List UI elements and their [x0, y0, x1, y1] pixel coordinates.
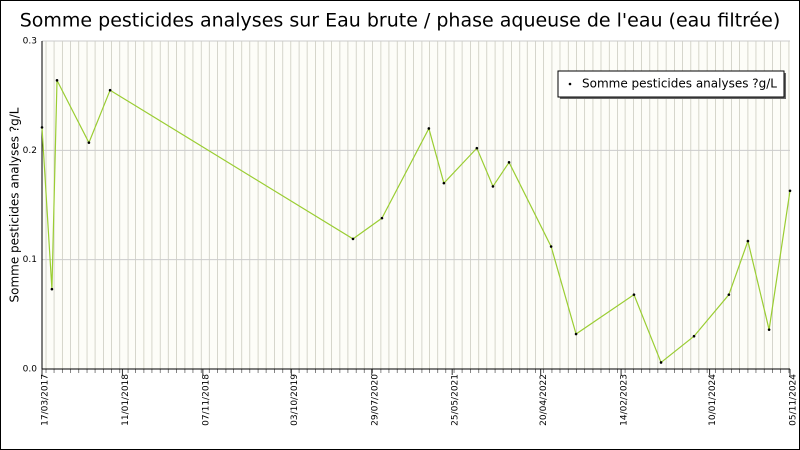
data-point — [692, 334, 696, 338]
x-tick-label: 11/01/2018 — [121, 374, 131, 426]
data-point — [767, 328, 771, 331]
data-point — [427, 127, 431, 130]
y-tick-label: 0.2 — [23, 146, 37, 156]
data-point — [108, 88, 112, 92]
x-tick-label: 17/03/2017 — [41, 374, 51, 426]
x-tick-label: 25/05/2021 — [451, 374, 461, 426]
data-point — [87, 141, 91, 144]
y-tick-label: 0.3 — [23, 37, 37, 47]
x-tick-label: 14/02/2023 — [620, 374, 630, 426]
x-tick-label: 10/01/2024 — [708, 374, 718, 426]
x-tick-label: 05/11/2024 — [789, 374, 799, 426]
data-point — [40, 126, 44, 129]
y-tick-label: 0.0 — [23, 365, 38, 375]
data-point — [491, 185, 495, 188]
y-tick-label: 0.1 — [23, 255, 37, 265]
data-point — [549, 245, 553, 248]
data-point — [574, 332, 578, 336]
legend-label: Somme pesticides analyses ?g/L — [582, 77, 777, 91]
data-point — [442, 181, 446, 185]
data-point — [632, 293, 636, 296]
x-tick-label: 03/10/2019 — [290, 374, 300, 426]
chart-title: Somme pesticides analyses sur Eau brute … — [20, 10, 781, 32]
data-point — [507, 161, 511, 164]
x-tick-label: 29/07/2020 — [370, 374, 380, 426]
data-point — [475, 146, 479, 150]
data-point — [788, 189, 792, 193]
data-point — [50, 287, 54, 291]
data-point — [727, 293, 731, 296]
data-point — [55, 79, 59, 82]
data-point — [746, 239, 750, 243]
legend-box — [557, 70, 785, 98]
x-tick-label: 07/11/2018 — [201, 374, 211, 426]
data-point — [380, 216, 384, 220]
x-tick-label: 20/04/2022 — [539, 374, 549, 426]
y-axis-label: Somme pesticides analyses ?g/L — [8, 107, 22, 302]
data-point — [351, 237, 355, 241]
legend-marker — [568, 82, 572, 86]
data-point — [659, 361, 663, 364]
